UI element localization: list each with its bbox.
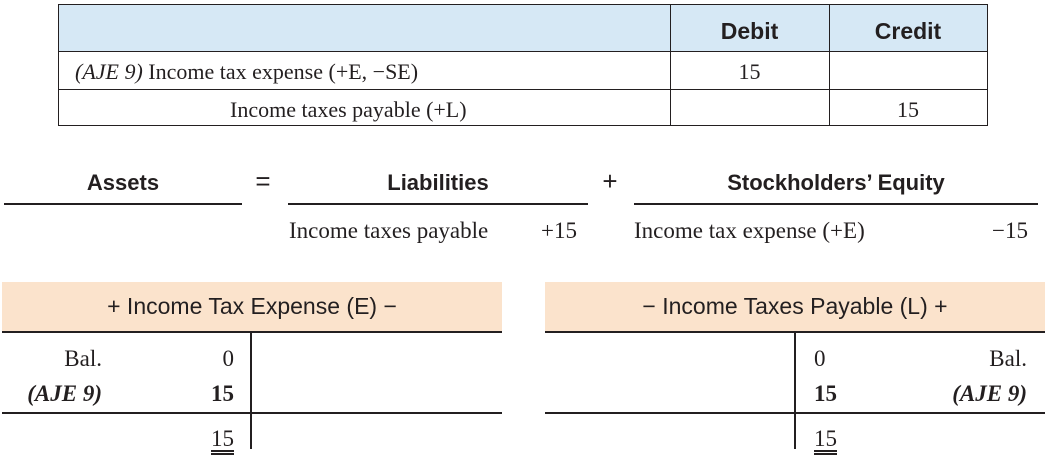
- journal-header-row: [59, 5, 987, 52]
- row-divider: [59, 89, 987, 90]
- journal-row-1-debit: 15: [738, 59, 761, 84]
- payable-bal-label: Bal.: [989, 346, 1027, 371]
- credit-header: Credit: [874, 18, 942, 44]
- assets-heading: Assets: [86, 170, 160, 195]
- column-divider: [670, 5, 671, 125]
- t-account-payable-divider: [794, 333, 796, 449]
- liability-item-label: Income taxes payable: [289, 218, 489, 243]
- entry-reference: (AJE 9): [75, 59, 143, 84]
- expense-ending-balance: 15: [211, 426, 234, 451]
- t-account-expense-total-rule: [2, 412, 502, 414]
- debit-account-name: Income tax expense (+E, −SE): [142, 59, 419, 84]
- t-account-payable-total-rule: [545, 412, 1045, 414]
- expense-bal-label: Bal.: [64, 346, 102, 371]
- debit-header: Debit: [720, 18, 779, 44]
- equals-sign: =: [255, 166, 271, 196]
- liability-item-amount: +15: [541, 218, 577, 243]
- payable-bal-amount: 0: [814, 346, 826, 371]
- equity-item-amount: −15: [992, 218, 1028, 243]
- column-divider: [829, 5, 830, 125]
- expense-bal-amount: 0: [222, 346, 235, 371]
- journal-row-2-credit: 15: [897, 97, 919, 122]
- liabilities-heading: Liabilities: [387, 170, 489, 195]
- t-account-expense-divider: [250, 333, 252, 449]
- expense-aje-label: (AJE 9): [27, 381, 102, 406]
- equity-item-label: Income tax expense (+E): [634, 218, 865, 243]
- payable-aje-label: (AJE 9): [952, 381, 1027, 406]
- payable-aje-amount: 15: [814, 381, 837, 406]
- equity-heading: Stockholders’ Equity: [727, 170, 945, 195]
- journal-row-1-account: (AJE 9) Income tax expense (+E, −SE): [75, 59, 418, 85]
- journal-row-2-account: Income taxes payable (+L): [230, 97, 467, 122]
- payable-ending-balance: 15: [814, 426, 837, 451]
- t-account-payable-title: − Income Taxes Payable (L) +: [545, 282, 1045, 333]
- assets-rule: [4, 203, 242, 205]
- equity-rule: [634, 203, 1038, 205]
- plus-sign: +: [602, 166, 618, 196]
- t-account-expense-title: + Income Tax Expense (E) −: [2, 282, 502, 333]
- liabilities-rule: [288, 203, 588, 205]
- expense-aje-amount: 15: [211, 381, 234, 406]
- journal-entry-table: Debit Credit (AJE 9) Income tax expense …: [58, 4, 988, 126]
